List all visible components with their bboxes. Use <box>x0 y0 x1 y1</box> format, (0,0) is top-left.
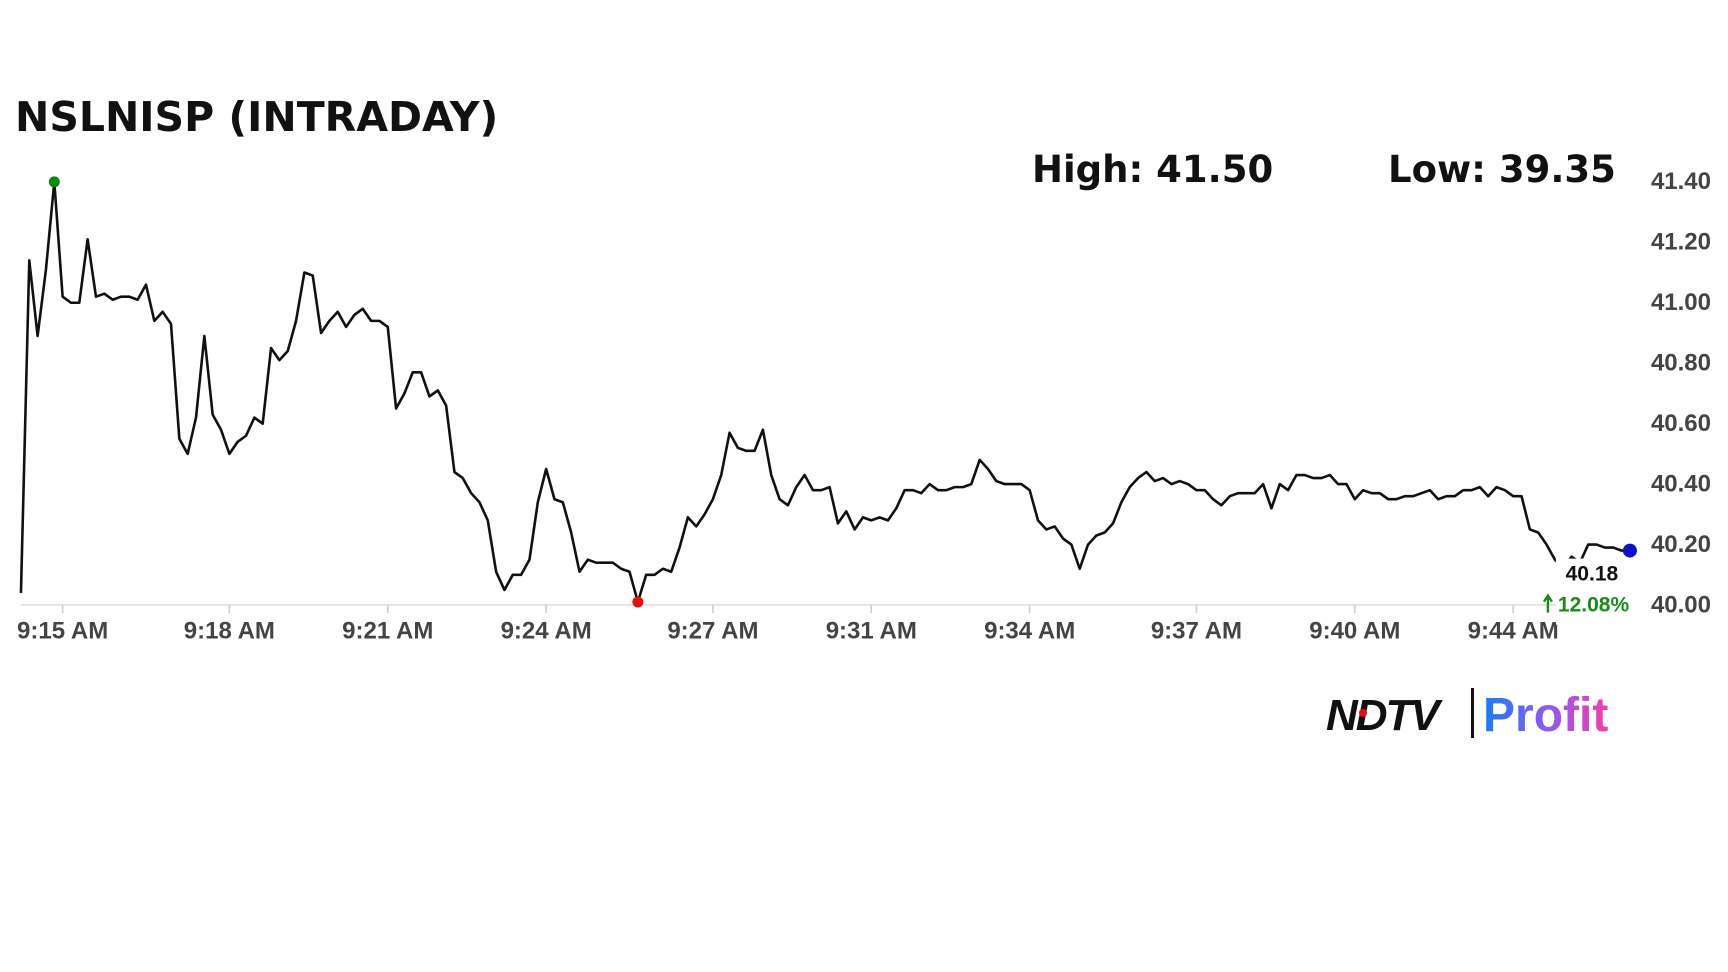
logo-ndtv: NDTV <box>1326 691 1443 740</box>
last-label-bg <box>1555 558 1630 625</box>
x-tick-label: 9:31 AM <box>826 617 917 644</box>
y-tick-label: 40.40 <box>1651 470 1711 497</box>
y-tick-label: 41.20 <box>1651 229 1711 256</box>
change-arrow <box>1542 593 1553 613</box>
y-tick-label: 40.60 <box>1651 410 1711 437</box>
high-marker <box>48 176 60 188</box>
chart-title: NSLNISP (INTRADAY) <box>15 93 498 141</box>
last-value-label: 40.18 <box>1566 563 1619 586</box>
logo: NDTV Profit <box>1326 688 1608 742</box>
x-tick-label: 9:37 AM <box>1151 617 1242 644</box>
y-tick-label: 41.00 <box>1651 289 1711 316</box>
y-tick-label: 40.00 <box>1651 591 1711 618</box>
high-label: High: 41.50 <box>1032 148 1273 191</box>
x-tick-label: 9:21 AM <box>342 617 433 644</box>
change-label: 12.08% <box>1558 594 1630 617</box>
last-marker <box>1622 543 1637 558</box>
y-tick-label: 40.80 <box>1651 350 1711 377</box>
x-tick-label: 9:40 AM <box>1309 617 1400 644</box>
price-line <box>19 180 1630 604</box>
logo-profit: Profit <box>1483 689 1608 742</box>
x-tick-label: 9:34 AM <box>984 617 1075 644</box>
x-tick-label: 9:27 AM <box>667 617 758 644</box>
x-tick-label: 9:18 AM <box>184 617 275 644</box>
low-marker <box>632 596 644 608</box>
logo-divider <box>1471 688 1474 738</box>
x-tick-label: 9:24 AM <box>501 617 592 644</box>
logo-dot <box>1359 709 1367 717</box>
y-tick-label: 40.20 <box>1651 531 1711 558</box>
low-label: Low: 39.35 <box>1388 148 1616 191</box>
x-tick-label: 9:44 AM <box>1468 617 1559 644</box>
y-tick-label: 41.40 <box>1651 168 1711 195</box>
x-tick-label: 9:15 AM <box>17 617 108 644</box>
